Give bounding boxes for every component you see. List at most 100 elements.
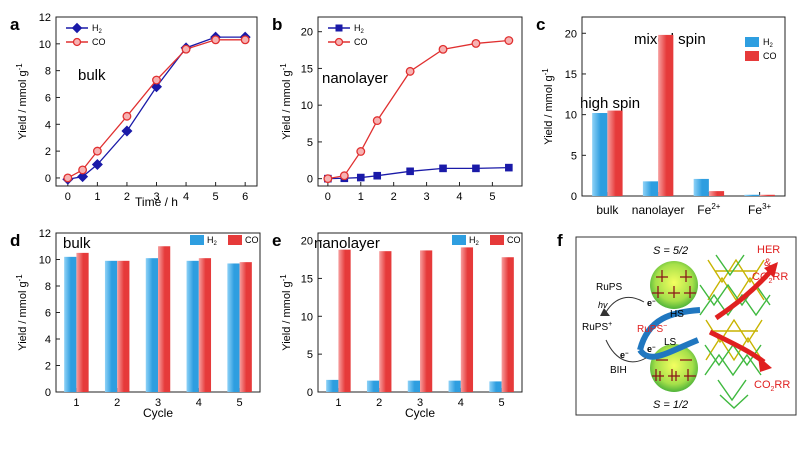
chart-d-ytick-label-6: 12: [39, 228, 51, 240]
chart-e-legend-swatch-0: [452, 235, 466, 245]
chart-d-bar-1-1: [117, 260, 130, 392]
chart-d-xtick-main-1: 2: [114, 397, 120, 409]
co2rr-top-tail: RR: [772, 271, 788, 283]
chart-e-ytick-label-1: 5: [307, 349, 313, 361]
chart-c-xtick-main-0: bulk: [596, 203, 619, 217]
chart-a-point-1-1: [78, 165, 88, 175]
rups-plus-main: RuPS: [582, 322, 608, 333]
chart-b-legend-label-0: H2: [354, 23, 365, 35]
chart-d-bar-0-4: [227, 263, 240, 392]
chart-d-ytick-label-5: 10: [39, 255, 51, 267]
chart-b-frame: [317, 16, 523, 187]
panel-d-annotation: bulk: [63, 235, 91, 252]
chart-c-legend-label-0: H2: [763, 37, 774, 49]
chart-d-ylabel-main: Yield / mmol g: [17, 281, 29, 350]
chart-e-ylabel: Yield / mmol g-1: [279, 274, 293, 351]
chart-c-ytick-label-2: 10: [565, 110, 577, 122]
spin-high-label: S = 5/2: [653, 245, 688, 257]
chart-b-ytick-label-2: 10: [301, 100, 313, 112]
scheme-f: S = 5/2 S = 1/2 HS LS RuPS RuPS+ RuPS− B…: [575, 236, 797, 416]
electron-bih-sup: −: [625, 351, 629, 357]
chart-b-point-1-0: [323, 174, 333, 184]
chart-c-bar-0-0: [592, 113, 608, 196]
electron-upper-sup: −: [652, 299, 656, 305]
panel-letter-f: f: [557, 231, 563, 250]
chart-b-ytick-label-1: 5: [307, 137, 313, 149]
ls-pathway-arrow: [637, 337, 700, 360]
co2rr-bottom-tail: RR: [774, 379, 790, 391]
chart-a-series-line-0: [67, 36, 246, 180]
chart-d-legend-swatch-0: [190, 235, 204, 245]
chart-d-ytick-label-0: 0: [45, 387, 51, 399]
chart-d-legend-sub-0: 2: [214, 241, 218, 247]
chart-e-ylabel-sup: -1: [279, 274, 288, 282]
chart-b-point-1-4: [405, 66, 415, 76]
chart-e-xlabel: Cycle: [405, 406, 435, 420]
chart-b-point-0-3: [373, 171, 382, 180]
chart-a-point-0-3: [121, 125, 133, 137]
chart-a-xtick-label-0: 0: [65, 191, 71, 203]
chart-e-legend-main-1: CO: [507, 235, 521, 245]
her-amp-label: &: [764, 257, 772, 269]
chart-d-xtick-label-3: 4: [196, 397, 202, 409]
chart-b-legend-label-1: CO: [354, 37, 368, 47]
chart-a-point-1-5: [181, 44, 191, 54]
chart-c-ytick-label-0: 0: [571, 191, 577, 203]
co2rr-top-sub: 2: [769, 278, 773, 285]
chart-e-ytick-label-2: 10: [301, 311, 313, 323]
chart-b-point-1-2: [356, 147, 366, 156]
chart-e-bar-0-2: [407, 380, 420, 392]
chart-d-legend-main-1: CO: [245, 235, 259, 245]
chart-a-ytick-label-0: 0: [45, 173, 51, 185]
chart-e-bar-0-1: [366, 380, 380, 392]
chart-a-xtick-label-2: 2: [124, 191, 130, 203]
electron-label-upper: e−: [647, 298, 656, 308]
chart-c-xtick-main-1: nanolayer: [632, 203, 685, 217]
chart-c-bar-1-1: [658, 34, 674, 197]
chart-b-point-1-5: [438, 44, 448, 54]
chart-b-series-line-1: [327, 39, 509, 180]
chart-b-xtick-label-2: 2: [391, 191, 397, 203]
photocycle-arrowhead-icon: [600, 308, 610, 316]
chart-d-bar-1-0: [76, 252, 89, 392]
chart-d-xtick-label-1: 2: [114, 397, 120, 409]
chart-d-legend-main-0: H: [207, 235, 214, 245]
chart-c-bar-0-1: [642, 181, 659, 196]
chart-a-ytick-label-3: 6: [45, 92, 51, 104]
high-spin-circle: [650, 261, 698, 309]
chart-e-xtick-main-3: 4: [458, 397, 464, 409]
panel-letter-d: d: [10, 231, 20, 250]
chart-b-point-1-1: [339, 171, 349, 181]
chart-d-ytick-label-2: 4: [45, 334, 51, 346]
chart-a-ytick-label-4: 8: [45, 66, 51, 78]
chart-a-legend-label-0: H2: [92, 23, 103, 35]
chart-b-point-0-2: [356, 173, 365, 182]
electron-lower-sup: −: [652, 345, 656, 351]
chart-b-point-0-5: [439, 164, 447, 173]
chart-d-bar-1-4: [239, 262, 252, 392]
chart-c-bar-1-3: [759, 194, 775, 196]
chart-b-point-0-6: [472, 164, 480, 173]
chart-a-ylabel: Yield / mmol g-1: [15, 63, 29, 140]
chart-c-bar-1-2: [708, 191, 725, 196]
chart-d-bar-1-3: [198, 258, 212, 392]
chart-b-point-0-4: [406, 167, 414, 176]
chart-a-point-1-6: [211, 35, 221, 45]
chart-a-xtick-label-5: 5: [213, 191, 219, 203]
chart-e-ylabel-main: Yield / mmol g: [281, 281, 293, 350]
chart-d-xtick-main-4: 5: [237, 397, 243, 409]
chart-a-ylabel-sup: -1: [15, 63, 24, 71]
chart-a-ytick-label-5: 10: [39, 39, 51, 51]
panel-letter-e: e: [272, 231, 281, 250]
chart-e-xtick-main-4: 5: [499, 397, 505, 409]
chart-c-ylabel-main: Yield / mmol g: [543, 75, 555, 144]
chart-b-ylabel-main: Yield / mmol g: [281, 70, 293, 139]
chart-c-bar-0-2: [693, 178, 709, 196]
electron-bih-main: e: [620, 350, 625, 360]
chart-c-ytick-label-3: 15: [565, 69, 577, 81]
chart-e-legend-main-0: H: [469, 235, 476, 245]
chart-a-xlabel: Time / h: [135, 195, 178, 209]
